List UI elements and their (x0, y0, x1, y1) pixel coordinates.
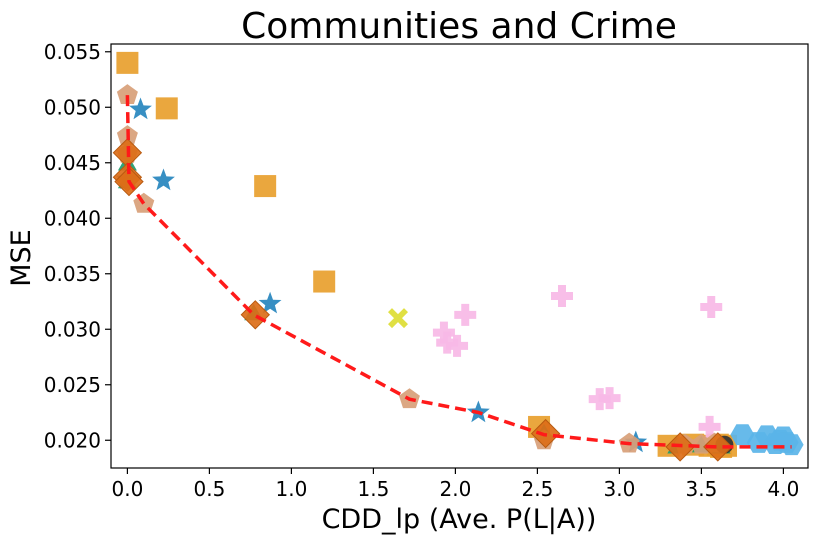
square-point (254, 175, 277, 198)
x-tick-label: 2.5 (521, 477, 553, 501)
x-point (388, 308, 408, 329)
plus-point (598, 387, 621, 410)
x-tick-label: 2.0 (439, 477, 471, 501)
square-point (116, 51, 139, 74)
ticks-layer: 0.0 0.5 1.0 1.5 2.0 2.5 3.0 3.5 4.0 0.020 0.025 0.0… (44, 40, 800, 501)
plus-point (454, 303, 477, 326)
plus-point (551, 284, 573, 307)
square-point (313, 270, 336, 293)
square-point (155, 97, 178, 120)
y-tick-label: 0.045 (44, 151, 101, 175)
pentagon-point (116, 84, 138, 104)
y-tick-label: 0.055 (44, 40, 101, 64)
y-tick-label: 0.035 (44, 262, 101, 286)
plus-point (700, 296, 723, 319)
diamond-point (703, 432, 733, 462)
y-tick-label: 0.050 (44, 95, 101, 119)
star-point (152, 168, 175, 191)
chart-title: Communities and Crime (241, 6, 677, 47)
trend-line (125, 95, 792, 449)
x-tick-label: 1.5 (357, 477, 389, 501)
y-tick-label: 0.040 (44, 206, 101, 230)
hexagon-point (779, 434, 804, 456)
star-point (258, 291, 282, 314)
y-tick-label: 0.025 (44, 373, 101, 397)
y-tick-label: 0.020 (44, 428, 101, 452)
x-tick-label: 3.0 (603, 477, 635, 501)
plot-frame (110, 43, 809, 469)
star-point (129, 97, 152, 120)
x-tick-label: 3.5 (685, 477, 717, 501)
plus-point (446, 334, 469, 357)
y-axis-label: MSE (6, 229, 37, 287)
x-tick-label: 1.0 (275, 477, 307, 501)
x-tick-label: 0.0 (111, 477, 143, 501)
x-tick-label: 4.0 (767, 477, 799, 501)
x-tick-label: 0.5 (193, 477, 225, 501)
y-tick-label: 0.030 (44, 317, 101, 341)
marks-layer (112, 51, 804, 462)
plus-point (698, 415, 721, 438)
x-axis-label: CDD_lp (Ave. P(L|A)) (322, 504, 597, 535)
